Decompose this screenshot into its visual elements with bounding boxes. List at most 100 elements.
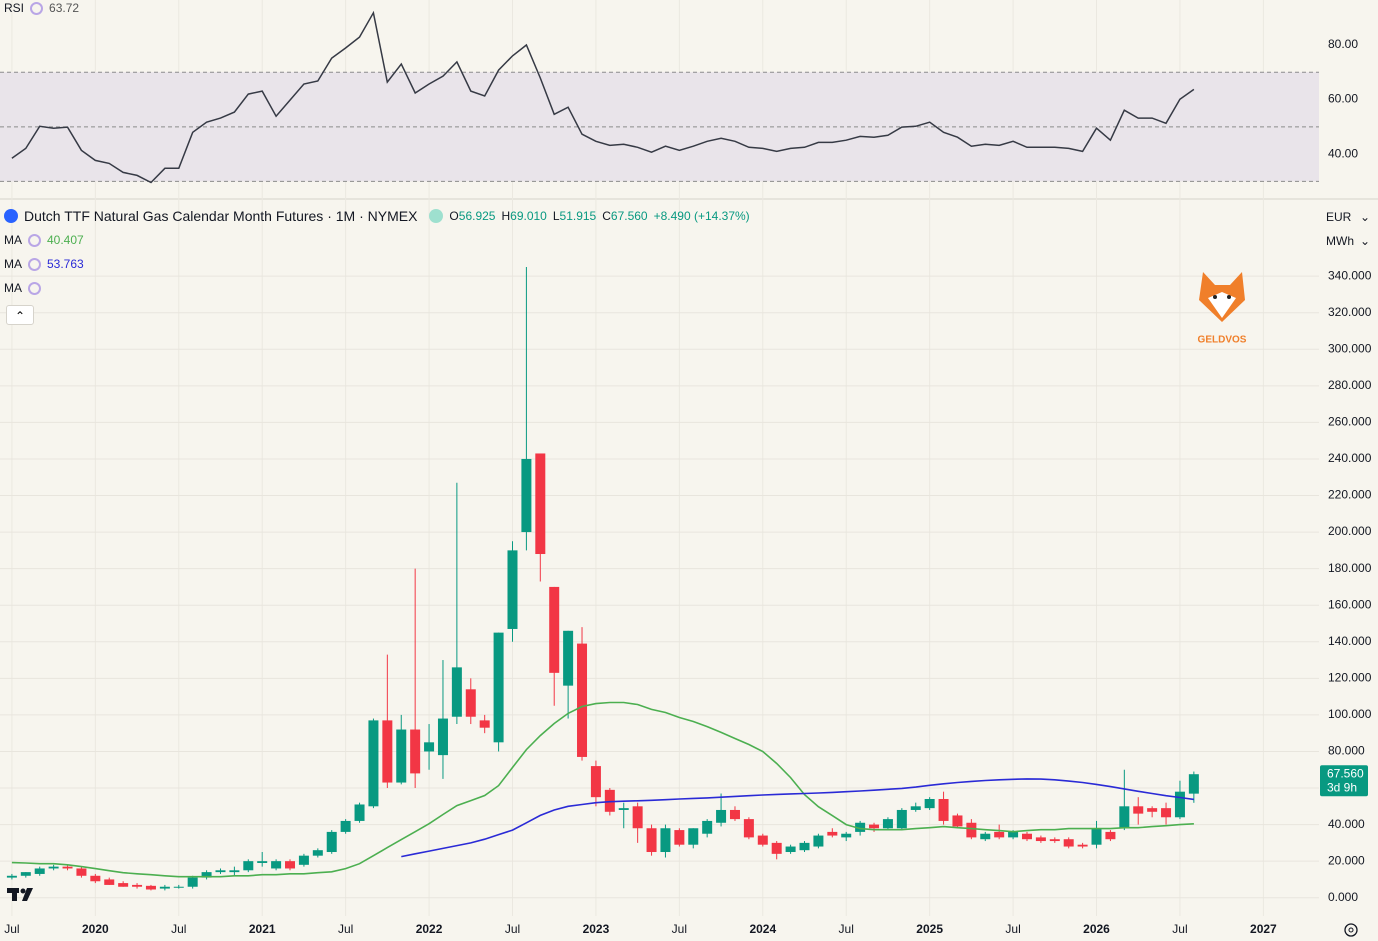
unit-select[interactable]: MWh ⌄	[1326, 234, 1370, 248]
candle-body	[827, 831, 838, 836]
candle-body	[980, 833, 991, 840]
candle-body	[493, 632, 504, 743]
currency-select[interactable]: EUR ⌄	[1326, 210, 1370, 224]
candle-body	[674, 830, 685, 845]
x-tick-label: Jul	[338, 922, 353, 936]
candle-body	[382, 720, 393, 783]
candle-body	[577, 643, 588, 757]
y-tick-label: 180.000	[1328, 561, 1372, 575]
y-tick-label: 200.000	[1328, 524, 1372, 538]
moving-average	[11, 701, 1194, 878]
candle-body	[896, 809, 907, 829]
candle-body	[48, 866, 59, 869]
candle-body	[451, 667, 462, 717]
y-tick-label: 80.000	[1328, 744, 1365, 758]
rsi-tick-label: 40.00	[1328, 146, 1358, 160]
candle-body	[20, 872, 31, 876]
y-tick-label: 220.000	[1328, 488, 1372, 502]
settings-icon[interactable]	[1344, 923, 1358, 937]
candle-body	[1063, 839, 1074, 847]
candle-body	[354, 804, 365, 821]
candle-body	[187, 877, 198, 887]
candle-body	[62, 866, 73, 869]
icon[interactable]	[28, 281, 41, 295]
ma-legend: MA	[4, 281, 41, 295]
y-tick-label: 260.000	[1328, 415, 1372, 429]
candle-body	[396, 729, 407, 783]
candle-body	[855, 822, 866, 832]
candle-body	[424, 742, 435, 752]
ohlc-letter: C	[602, 209, 611, 223]
candle-body	[646, 828, 657, 853]
candle-body	[215, 870, 226, 873]
x-tick-label: 2026	[1083, 922, 1110, 936]
main-legend: Dutch TTF Natural Gas Calendar Month Fut…	[4, 208, 750, 224]
candle-body	[118, 883, 129, 887]
rsi-tick-label: 60.00	[1328, 92, 1358, 106]
icon[interactable]	[28, 257, 41, 271]
y-tick-label: 100.000	[1328, 707, 1372, 721]
y-tick-label: 240.000	[1328, 451, 1372, 465]
collapse-button[interactable]: ⌃	[6, 305, 34, 325]
candle-body	[1174, 791, 1185, 818]
ohlc-letter: O	[449, 209, 459, 223]
candle-body	[910, 806, 921, 810]
candle-body	[590, 766, 601, 798]
open-value: 56.925	[458, 209, 496, 223]
candle-body	[229, 870, 240, 873]
x-tick-label: 2025	[916, 922, 943, 936]
candle-body	[757, 835, 768, 845]
candle-body	[1035, 837, 1046, 842]
candle-body	[271, 861, 282, 869]
x-tick-label: Jul	[171, 922, 186, 936]
icon[interactable]	[30, 1, 44, 15]
unit: MWh	[1326, 234, 1354, 248]
high-value: 69.010	[510, 209, 547, 223]
candle-body	[1161, 808, 1172, 818]
candle-body	[604, 789, 615, 812]
candle-body	[771, 842, 782, 854]
x-tick-label: 2020	[82, 922, 109, 936]
candle-body	[688, 828, 699, 845]
ma-legend: MA 53.763	[4, 257, 84, 271]
candle-body	[298, 855, 309, 865]
countdown: 3d 9h	[1327, 780, 1357, 794]
candle-body	[966, 822, 977, 838]
candle-body	[285, 861, 296, 869]
candle-body	[1119, 806, 1130, 829]
y-tick-label: 300.000	[1328, 341, 1372, 355]
x-tick-label: 2023	[583, 922, 610, 936]
candle-body	[716, 809, 727, 823]
y-tick-label: 280.000	[1328, 378, 1372, 392]
candle-body	[563, 630, 574, 686]
watermark: GELDVOS	[1198, 335, 1247, 346]
candle-body	[6, 875, 17, 878]
candle-body	[1091, 828, 1102, 845]
candle-body	[145, 885, 156, 890]
candle-body	[159, 886, 170, 889]
status-dot	[429, 209, 444, 223]
candle-body	[1008, 831, 1019, 838]
close-value: 67.560	[610, 209, 648, 223]
candle-body	[952, 815, 963, 827]
candle-body	[173, 886, 184, 888]
x-tick-label: Jul	[1172, 922, 1187, 936]
candle-body	[340, 820, 351, 832]
symbol-icon	[4, 209, 18, 223]
candle-body	[479, 720, 490, 728]
x-tick-label: 2027	[1250, 922, 1277, 936]
candle-body	[1021, 833, 1032, 840]
icon[interactable]	[28, 233, 41, 247]
last-price-tag	[1320, 765, 1368, 797]
change: +8.490 (+14.37%)	[653, 209, 750, 223]
y-tick-label: 40.000	[1328, 817, 1365, 831]
candle-body	[618, 808, 629, 810]
candle-body	[521, 458, 532, 533]
x-tick-label: Jul	[1005, 922, 1020, 936]
x-tick-label: 2021	[249, 922, 276, 936]
candle-body	[841, 833, 852, 838]
x-tick-label: 2022	[416, 922, 443, 936]
candle-body	[243, 861, 254, 871]
rsi-legend: RSI 63.72	[4, 1, 79, 15]
